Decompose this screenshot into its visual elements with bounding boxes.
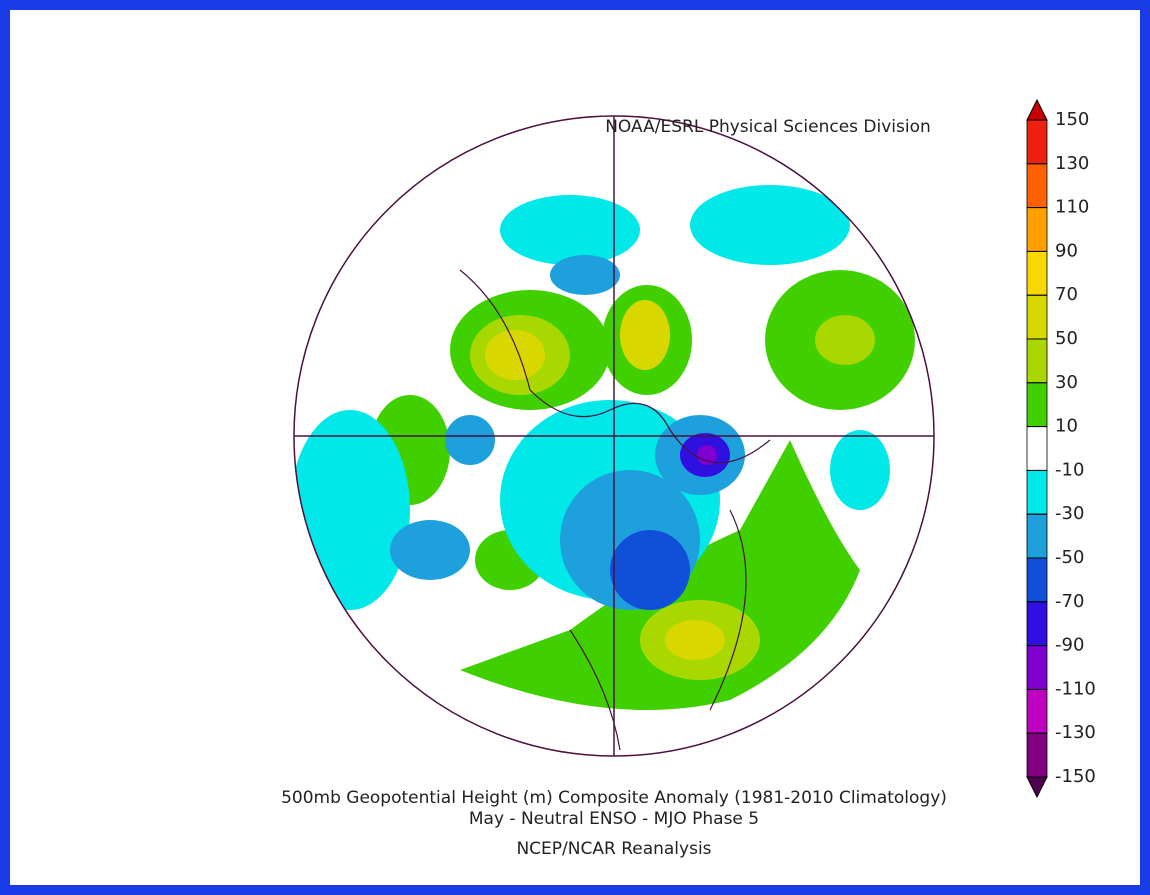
- colorbar-cell: [1026, 513, 1048, 559]
- colorbar-label: 90: [1055, 240, 1078, 261]
- colorbar-label: -10: [1055, 459, 1084, 480]
- colorbar-label: 150: [1055, 109, 1089, 130]
- colorbar-label: -50: [1055, 547, 1084, 568]
- colorbar-cell: [1026, 426, 1048, 471]
- colorbar-cell: [1026, 163, 1048, 209]
- colorbar-cell: [1026, 338, 1048, 384]
- colorbar-end: [1026, 776, 1048, 799]
- colorbar-cell: [1026, 601, 1048, 646]
- colorbar-cell: [1026, 469, 1048, 515]
- colorbar-label: 10: [1055, 416, 1078, 437]
- colorbar-label: -30: [1055, 503, 1084, 524]
- colorbar-label: 130: [1055, 153, 1089, 174]
- colorbar-cell: [1026, 732, 1048, 778]
- colorbar-cell: [1026, 250, 1048, 296]
- colorbar-cell: [1026, 645, 1048, 690]
- credit: NOAA/ESRL Physical Sciences Division: [605, 117, 931, 137]
- colorbar-cell: [1026, 382, 1048, 427]
- colorbar-cell: [1026, 119, 1048, 165]
- colorbar-label: 110: [1055, 197, 1089, 218]
- colorbar-label: 70: [1055, 284, 1078, 305]
- frame: NOAA/ESRL Physical Sciences Division 500…: [10, 10, 1140, 885]
- source: NCEP/NCAR Reanalysis: [516, 839, 711, 859]
- colorbar-cell: [1026, 689, 1048, 734]
- colorbar: 150 130 110 90 70 50 30 10 -10 -30 -50 -70 -90 -110 -1…: [1026, 98, 1096, 799]
- colorbar-cell: [1026, 207, 1048, 252]
- colorbar-label: -90: [1055, 635, 1084, 656]
- subtitle: May - Neutral ENSO - MJO Phase 5: [469, 809, 759, 829]
- title: 500mb Geopotential Height (m) Composite …: [281, 788, 947, 808]
- colorbar-label: -70: [1055, 591, 1084, 612]
- map-figure: NOAA/ESRL Physical Sciences Division 500…: [281, 98, 1096, 859]
- colorbar-label: -150: [1055, 766, 1096, 787]
- anomaly-field: [294, 116, 934, 756]
- colorbar-cell: [1026, 294, 1048, 340]
- colorbar-end: [1026, 98, 1048, 121]
- colorbar-label: -110: [1055, 678, 1096, 699]
- colorbar-cell: [1026, 557, 1048, 603]
- colorbar-label: 30: [1055, 372, 1078, 393]
- colorbar-label: 50: [1055, 328, 1078, 349]
- colorbar-label: -130: [1055, 722, 1096, 743]
- map-outline: [293, 115, 935, 757]
